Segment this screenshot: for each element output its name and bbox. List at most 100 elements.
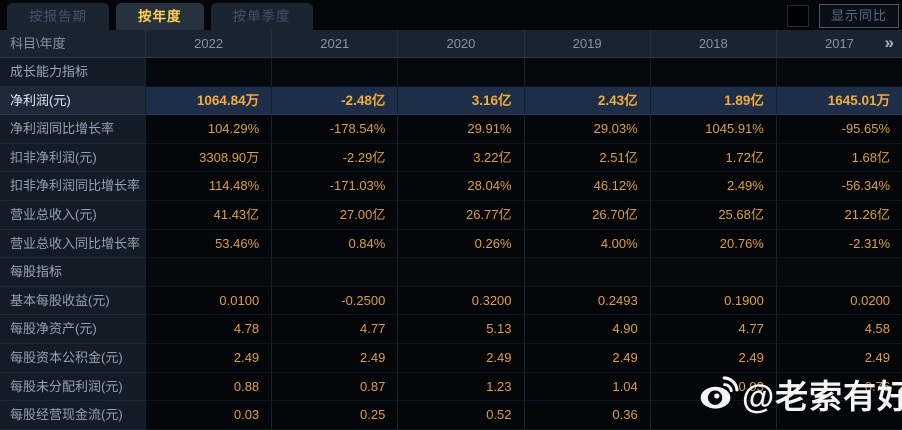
period-tabbar: 按报告期 按年度 按单季度 显示同比 bbox=[0, 0, 902, 30]
cell-value: 21.26亿 bbox=[775, 200, 902, 230]
cell-value: 114.48% bbox=[145, 172, 272, 201]
cell-value: 2.51亿 bbox=[523, 143, 650, 173]
cell-value: 5.13 bbox=[397, 315, 524, 344]
cell-value: 1064.84万 bbox=[145, 86, 272, 116]
row-label: 每股未分配利润(元) bbox=[0, 372, 145, 402]
cell-value: 0.52 bbox=[397, 401, 524, 430]
cell-value bbox=[271, 58, 398, 87]
cell-value bbox=[649, 58, 776, 87]
cell-value: 4.00% bbox=[523, 229, 650, 259]
cell-value bbox=[145, 258, 272, 287]
cell-value: -178.54% bbox=[271, 115, 398, 144]
row-label: 基本每股收益(元) bbox=[0, 286, 145, 316]
cell-value: -171.03% bbox=[271, 172, 398, 201]
cell-value: 3.16亿 bbox=[397, 86, 524, 116]
table-row[interactable]: 每股净资产(元) 4.78 4.77 5.13 4.90 4.77 4.58 bbox=[0, 315, 902, 344]
table-row[interactable]: 扣非净利润(元) 3308.90万 -2.29亿 3.22亿 2.51亿 1.7… bbox=[0, 143, 902, 173]
cell-value bbox=[397, 258, 524, 287]
table-row[interactable]: 净利润(元) 1064.84万 -2.48亿 3.16亿 2.43亿 1.89亿… bbox=[0, 86, 902, 116]
cell-value: 0.88 bbox=[145, 372, 272, 402]
show-yoy-control: 显示同比 bbox=[786, 4, 899, 28]
cell-value: 0.76 bbox=[775, 372, 902, 402]
year-header: 2017 bbox=[775, 30, 902, 58]
table-row[interactable]: 营业总收入(元) 41.43亿 27.00亿 26.77亿 26.70亿 25.… bbox=[0, 200, 902, 230]
cell-value: 1.04 bbox=[523, 372, 650, 402]
table-row[interactable]: 基本每股收益(元) 0.0100 -0.2500 0.3200 0.2493 0… bbox=[0, 286, 902, 316]
corner-label: 科目\年度 bbox=[0, 30, 145, 58]
cell-value: 2.43亿 bbox=[523, 86, 650, 116]
cell-value: 46.12% bbox=[523, 172, 650, 201]
row-label: 扣非净利润(元) bbox=[0, 143, 145, 173]
year-header: 2021 bbox=[271, 30, 398, 58]
cell-value: -95.65% bbox=[775, 115, 902, 144]
cell-value bbox=[649, 401, 776, 430]
more-years-button[interactable]: » bbox=[884, 33, 894, 52]
year-header: 2022 bbox=[145, 30, 272, 58]
cell-value: 28.04% bbox=[397, 172, 524, 201]
cell-value: 1.23 bbox=[397, 372, 524, 402]
cell-value: 4.78 bbox=[145, 315, 272, 344]
cell-value: 4.77 bbox=[271, 315, 398, 344]
row-label: 成长能力指标 bbox=[0, 58, 145, 87]
cell-value: 41.43亿 bbox=[145, 200, 272, 230]
cell-value: 0.25 bbox=[271, 401, 398, 430]
cell-value: -0.2500 bbox=[271, 286, 398, 316]
table-header-row: 科目\年度 2022 2021 2020 2019 2018 2017 » bbox=[0, 30, 902, 58]
cell-value: 1645.01万 bbox=[775, 86, 902, 116]
cell-value: 0.36 bbox=[523, 401, 650, 430]
year-header: 2019 bbox=[523, 30, 650, 58]
cell-value: 2.49 bbox=[397, 343, 524, 373]
cell-value: 26.70亿 bbox=[523, 200, 650, 230]
tab-annual[interactable]: 按年度 bbox=[116, 3, 204, 30]
cell-value: 2.49 bbox=[649, 343, 776, 373]
cell-value: 0.26% bbox=[397, 229, 524, 259]
show-yoy-label[interactable]: 显示同比 bbox=[818, 4, 899, 28]
cell-value: 2.49 bbox=[775, 343, 902, 373]
cell-value: 2.49 bbox=[271, 343, 398, 373]
cell-value: 29.91% bbox=[397, 115, 524, 144]
cell-value: 0.0200 bbox=[775, 286, 902, 316]
cell-value: -56.34% bbox=[775, 172, 902, 201]
year-header: 2018 bbox=[649, 30, 776, 58]
cell-value: 0.93 bbox=[649, 372, 776, 402]
row-label: 净利润同比增长率 bbox=[0, 115, 145, 144]
cell-value: 1045.91% bbox=[649, 115, 776, 144]
table-row[interactable]: 营业总收入同比增长率 53.46% 0.84% 0.26% 4.00% 20.7… bbox=[0, 229, 902, 259]
cell-value: 20.76% bbox=[649, 229, 776, 259]
table-row[interactable]: 每股经营现金流(元) 0.03 0.25 0.52 0.36 bbox=[0, 401, 902, 430]
table-row[interactable]: 每股资本公积金(元) 2.49 2.49 2.49 2.49 2.49 2.49 bbox=[0, 343, 902, 373]
cell-value: 27.00亿 bbox=[271, 200, 398, 230]
cell-value: 1.72亿 bbox=[649, 143, 776, 173]
cell-value bbox=[145, 58, 272, 87]
row-label: 净利润(元) bbox=[0, 86, 145, 116]
cell-value: 26.77亿 bbox=[397, 200, 524, 230]
cell-value: 4.90 bbox=[523, 315, 650, 344]
cell-value: 0.1900 bbox=[649, 286, 776, 316]
row-label: 每股指标 bbox=[0, 258, 145, 287]
cell-value bbox=[523, 58, 650, 87]
cell-value: 53.46% bbox=[145, 229, 272, 259]
cell-value: 4.77 bbox=[649, 315, 776, 344]
row-label: 每股经营现金流(元) bbox=[0, 401, 145, 430]
financial-indicators-table: 科目\年度 2022 2021 2020 2019 2018 2017 » 成长… bbox=[0, 30, 902, 430]
show-yoy-checkbox[interactable] bbox=[786, 5, 809, 27]
table-row[interactable]: 成长能力指标 bbox=[0, 58, 902, 87]
cell-value: 3.22亿 bbox=[397, 143, 524, 173]
table-row[interactable]: 扣非净利润同比增长率 114.48% -171.03% 28.04% 46.12… bbox=[0, 172, 902, 201]
cell-value: 3308.90万 bbox=[145, 143, 272, 173]
tab-report-period[interactable]: 按报告期 bbox=[7, 3, 109, 30]
cell-value bbox=[397, 58, 524, 87]
cell-value: -2.31% bbox=[775, 229, 902, 259]
table-row[interactable]: 净利润同比增长率 104.29% -178.54% 29.91% 29.03% … bbox=[0, 115, 902, 144]
cell-value: 0.3200 bbox=[397, 286, 524, 316]
table-row[interactable]: 每股指标 bbox=[0, 258, 902, 287]
row-label: 每股资本公积金(元) bbox=[0, 343, 145, 373]
table-row[interactable]: 每股未分配利润(元) 0.88 0.87 1.23 1.04 0.93 0.76 bbox=[0, 372, 902, 402]
cell-value: 2.49 bbox=[145, 343, 272, 373]
cell-value: 1.68亿 bbox=[775, 143, 902, 173]
cell-value: 0.2493 bbox=[523, 286, 650, 316]
row-label: 营业总收入同比增长率 bbox=[0, 229, 145, 259]
tab-single-quarter[interactable]: 按单季度 bbox=[210, 3, 313, 30]
cell-value: -2.48亿 bbox=[271, 86, 398, 116]
cell-value: 4.58 bbox=[775, 315, 902, 344]
